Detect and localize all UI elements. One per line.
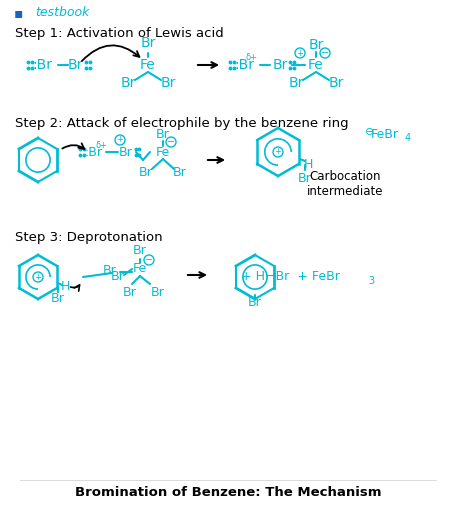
Text: Br: Br (67, 58, 82, 72)
Text: :Br: :Br (85, 145, 103, 159)
Text: +: + (116, 135, 123, 144)
Text: Br: Br (133, 244, 147, 258)
Text: ⊖: ⊖ (364, 127, 374, 137)
Text: −: − (320, 48, 329, 58)
Text: Br: Br (156, 127, 170, 140)
Text: Step 1: Activation of Lewis acid: Step 1: Activation of Lewis acid (15, 26, 223, 39)
Text: +: + (35, 273, 41, 281)
Text: Br: Br (123, 286, 136, 299)
Text: Br: Br (119, 145, 132, 159)
Text: 4: 4 (404, 133, 410, 143)
Text: Bromination of Benzene: The Mechanism: Bromination of Benzene: The Mechanism (75, 486, 380, 499)
Text: 3: 3 (367, 276, 373, 286)
Text: δ+: δ+ (96, 141, 108, 150)
Text: Br: Br (248, 296, 261, 310)
Text: ▪: ▪ (13, 6, 23, 20)
Text: Step 2: Attack of electrophile by the benzene ring: Step 2: Attack of electrophile by the be… (15, 117, 348, 129)
Text: Fe: Fe (132, 263, 147, 276)
Text: Carbocation
intermediate: Carbocation intermediate (306, 170, 382, 198)
Text: Br: Br (328, 76, 343, 90)
Text: Br: Br (173, 166, 187, 178)
Text: FeBr: FeBr (370, 127, 398, 140)
Text: Fe: Fe (156, 145, 170, 159)
Text: Br: Br (298, 172, 311, 184)
Text: Br: Br (111, 271, 125, 283)
Text: H: H (303, 158, 312, 171)
Text: Br: Br (140, 36, 155, 50)
Text: +: + (296, 48, 303, 58)
Text: :Br: :Br (32, 58, 52, 72)
Text: Br: Br (272, 58, 287, 72)
Text: Br: Br (120, 76, 136, 90)
Text: Br: Br (139, 166, 152, 178)
Text: + H−Br  + FeBr: + H−Br + FeBr (240, 271, 339, 283)
Text: −: − (145, 255, 153, 265)
Text: Br: Br (308, 38, 323, 52)
Text: Fe: Fe (308, 58, 323, 72)
Text: Step 3: Deprotonation: Step 3: Deprotonation (15, 230, 162, 243)
Text: Br: Br (160, 76, 175, 90)
Text: Fe: Fe (140, 58, 156, 72)
Text: Br: Br (288, 76, 303, 90)
Text: :Br: :Br (233, 58, 253, 72)
Text: testbook: testbook (35, 7, 89, 20)
Text: Br: Br (151, 286, 165, 299)
Text: Br: Br (51, 292, 65, 306)
Text: H: H (60, 280, 70, 293)
Text: Br: Br (103, 265, 116, 278)
Text: δ+: δ+ (245, 54, 258, 63)
Text: +: + (274, 147, 281, 157)
Text: −: − (167, 137, 175, 147)
